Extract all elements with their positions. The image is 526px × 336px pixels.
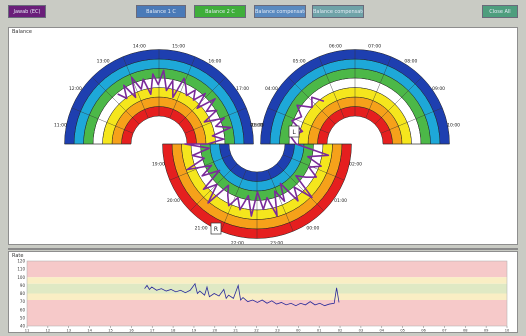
rate-x-tick: 21 xyxy=(233,329,238,333)
time-label: 06:00 xyxy=(329,43,342,49)
hour-divider xyxy=(318,56,345,119)
hour-divider xyxy=(190,163,238,211)
rate-y-tick: 40 xyxy=(20,324,26,329)
rate-x-tick: 14 xyxy=(87,329,92,333)
hour-divider xyxy=(380,107,443,134)
patient-button[interactable]: Jawab (EC) xyxy=(8,5,46,18)
rate-x-tick: 18 xyxy=(171,329,176,333)
rate-y-tick: 70 xyxy=(20,299,26,304)
rate-x-tick: 03 xyxy=(359,329,364,333)
hour-divider xyxy=(178,77,226,125)
hour-divider xyxy=(374,77,422,125)
time-label: 10:00 xyxy=(447,122,460,128)
marker-right-label: R xyxy=(214,226,218,233)
hour-divider xyxy=(267,107,330,134)
rate-y-tick: 80 xyxy=(20,291,26,296)
hour-divider xyxy=(92,77,140,125)
rate-x-tick: 07 xyxy=(442,329,447,333)
time-label: 00:00 xyxy=(306,226,319,232)
time-label: 21:00 xyxy=(195,226,208,232)
time-label: 17:00 xyxy=(236,86,249,92)
time-label: 15:00 xyxy=(172,43,185,49)
time-label: 09:00 xyxy=(432,86,445,92)
rate-x-tick: 12 xyxy=(46,329,51,333)
time-label: 07:00 xyxy=(368,43,381,49)
time-label: 02:00 xyxy=(349,162,362,168)
time-label: 04:00 xyxy=(265,86,278,92)
balance-trace xyxy=(117,69,330,217)
marker-left xyxy=(288,125,300,138)
rate-y-tick: 120 xyxy=(17,259,25,264)
rate-x-tick: 19 xyxy=(192,329,197,333)
rate-x-tick: 13 xyxy=(66,329,71,333)
time-label: 01:00 xyxy=(334,198,347,204)
balance-1-button[interactable]: Balance 1 C xyxy=(136,5,186,18)
rate-x-tick: 08 xyxy=(463,329,468,333)
rate-band xyxy=(27,293,507,300)
rate-x-tick: 22 xyxy=(254,329,259,333)
time-label: 18:00 xyxy=(251,122,264,128)
rate-x-tick: 01 xyxy=(317,329,322,333)
hour-divider xyxy=(169,56,196,119)
rate-band xyxy=(27,277,507,284)
rate-panel-title: Rate xyxy=(12,253,24,259)
rate-panel: Rate 120 110 100 90 80 70 60 50 40 11 12 13 14 15 16 17… xyxy=(8,251,518,333)
rate-y-tick: 60 xyxy=(20,307,26,312)
time-label: 14:00 xyxy=(133,43,146,49)
rate-x-tick: 05 xyxy=(400,329,405,333)
rate-x-tick: 16 xyxy=(129,329,134,333)
rate-x-tick: 09 xyxy=(484,329,489,333)
toolbar: Jawab (EC) Balance 1 C Balance 2 C Balan… xyxy=(0,0,526,22)
rate-x-tick: 04 xyxy=(379,329,384,333)
rate-y-tick: 100 xyxy=(17,275,25,280)
time-label: 23:00 xyxy=(270,241,283,244)
rate-x-tick: 06 xyxy=(421,329,426,333)
balance-panel-title: Balance xyxy=(12,29,32,35)
rate-band xyxy=(27,283,507,294)
hour-divider xyxy=(71,107,134,134)
rate-x-tick: 02 xyxy=(338,329,343,333)
close-all-button[interactable]: Close All xyxy=(482,5,518,18)
time-label: 16:00 xyxy=(208,58,221,64)
balance-compensated-test-button[interactable]: Balance compensated Test xyxy=(312,5,364,18)
balance-panel: Balance 11:00 12:00 13:00 14:00 15:00 16:00 17… xyxy=(8,27,518,247)
time-label: 11:00 xyxy=(54,122,67,128)
hour-divider xyxy=(267,169,294,232)
rate-x-tick: 00 xyxy=(296,329,301,333)
panel-divider xyxy=(8,248,518,250)
rate-y-tick: 90 xyxy=(20,283,26,288)
time-label: 03:00 xyxy=(250,122,263,128)
rate-band xyxy=(27,261,507,278)
marker-left-label: L xyxy=(292,129,296,136)
rate-trace xyxy=(144,282,340,307)
time-label: 08:00 xyxy=(404,58,417,64)
time-label: 12:00 xyxy=(69,86,82,92)
rate-x-tick: 17 xyxy=(150,329,155,333)
time-label: 05:00 xyxy=(293,58,306,64)
rate-x-tick: 23 xyxy=(275,329,280,333)
rate-y-tick: 50 xyxy=(20,315,26,320)
rate-x-tick: 10 xyxy=(505,329,510,333)
rate-y-tick: 110 xyxy=(17,267,25,272)
balance-compensated-button[interactable]: Balance compensated xyxy=(254,5,306,18)
balance-chart: 11:00 12:00 13:00 14:00 15:00 16:00 17:00 18:00… xyxy=(54,43,460,246)
rate-plot-frame xyxy=(26,260,508,327)
balance-2-button[interactable]: Balance 2 C xyxy=(194,5,246,18)
hour-divider xyxy=(276,163,324,211)
rate-x-tick: 11 xyxy=(25,329,30,333)
hour-divider xyxy=(365,56,392,119)
time-label: 13:00 xyxy=(97,58,110,64)
rate-x-tick: 20 xyxy=(213,329,218,333)
rate-band xyxy=(27,300,507,326)
time-label: 19:00 xyxy=(152,162,165,168)
rate-x-tick: 15 xyxy=(108,329,113,333)
time-label: 20:00 xyxy=(167,198,180,204)
time-label: 22:00 xyxy=(231,241,244,244)
marker-right xyxy=(210,222,222,235)
hour-divider xyxy=(122,56,149,119)
